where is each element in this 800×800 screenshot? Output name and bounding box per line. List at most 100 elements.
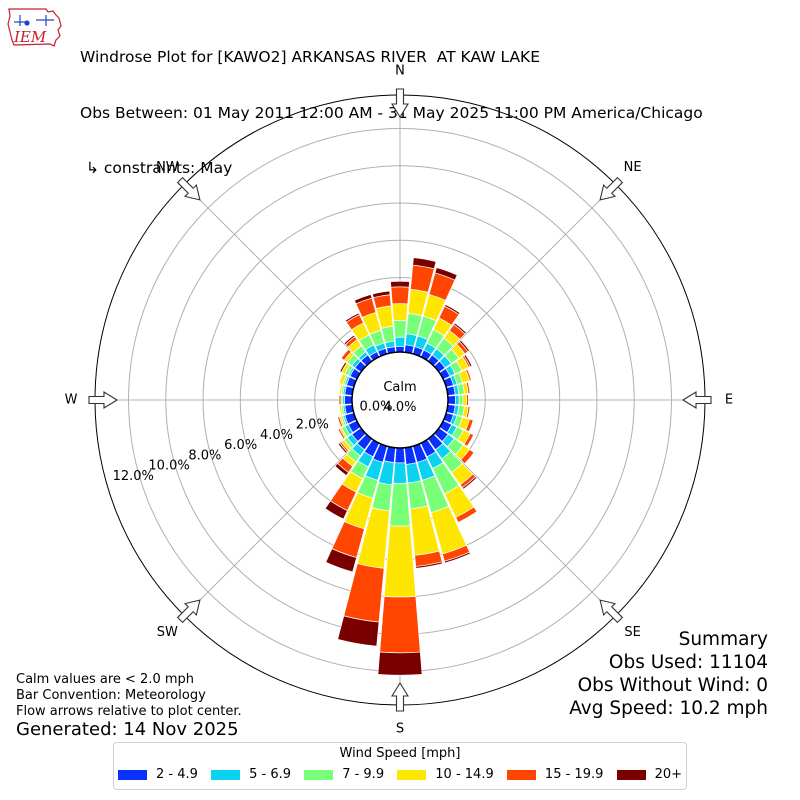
windrose-bar-segment	[392, 462, 408, 484]
legend-label: 20+	[654, 767, 682, 782]
windrose-bar-segment	[458, 394, 464, 406]
windrose-bar-segment	[434, 267, 458, 281]
legend-swatch	[506, 769, 536, 780]
windrose-bar-segment	[453, 322, 467, 335]
windrose-bar-segment	[338, 373, 347, 385]
legend-item: 10 - 14.9	[397, 767, 494, 782]
grid-spoke	[183, 183, 367, 367]
windrose-bar-segment	[391, 303, 409, 321]
windrose-bar-segment	[462, 394, 467, 406]
windrose-bar-segment	[465, 406, 471, 419]
legend-swatch	[118, 769, 147, 780]
legend-swatch	[304, 769, 334, 780]
legend-label: 7 - 9.9	[342, 767, 385, 782]
windrose-bar-segment	[344, 395, 353, 405]
chart-title-block: Windrose Plot for [KAWO2] ARKANSAS RIVER…	[80, 11, 703, 196]
legend: Wind Speed [mph] 2 - 4.9 5 - 6.9 7 - 9.9…	[113, 742, 687, 790]
compass-label: E	[725, 393, 733, 408]
windrose-bars	[324, 257, 478, 676]
grid-spoke	[183, 433, 367, 617]
windrose-bar-segment	[465, 381, 471, 394]
legend-swatch	[211, 769, 241, 780]
legend-label: 10 - 14.9	[435, 767, 494, 782]
windrose-bar-segment	[460, 448, 475, 465]
legend-item: 20+	[616, 767, 682, 782]
windrose-bar-segment	[353, 294, 373, 305]
legend-label: 15 - 19.9	[544, 767, 604, 782]
windrose-bar-segment	[455, 506, 478, 523]
legend-item: 7 - 9.9	[304, 767, 384, 782]
compass-label: W	[65, 393, 78, 408]
compass-label: SW	[157, 625, 178, 640]
generated-date: Generated: 14 Nov 2025	[16, 719, 239, 740]
calm-value-label: 4.0%	[383, 400, 416, 415]
windrose-bar-segment	[394, 447, 406, 464]
windrose-bar-segment	[461, 476, 478, 490]
chart-date-range: Obs Between: 01 May 2011 12:00 AM - 31 M…	[80, 103, 703, 122]
windrose-bar-segment	[379, 595, 421, 654]
flow-arrow	[599, 599, 624, 624]
windrose-bar-segment	[390, 280, 410, 288]
windrose-bar-segment	[444, 304, 461, 315]
windrose-bar-segment	[465, 418, 474, 433]
windrose-bar-segment	[337, 615, 380, 647]
summary-obs-used: Obs Used: 11104	[608, 652, 768, 673]
windrose-bar-segment	[334, 462, 349, 477]
radial-tick-label: 6.0%	[224, 438, 257, 453]
summary-heading: Summary	[678, 629, 768, 650]
polar-labels: NNEESESSWWNW0.0%2.0%4.0%6.0%8.0%10.0%12.…	[65, 64, 734, 737]
radial-tick-label: 8.0%	[188, 448, 221, 463]
radial-tick-label: 0.0%	[359, 399, 392, 414]
compass-label: NE	[624, 160, 642, 175]
windrose-bar-segment	[338, 384, 344, 395]
grid-spoke	[433, 433, 617, 617]
summary-obs-without-wind: Obs Without Wind: 0	[577, 675, 768, 696]
windrose-bar-segment	[389, 482, 411, 527]
windrose-bar-segment	[343, 563, 385, 623]
flow-arrow	[391, 88, 409, 119]
calm-circle	[351, 351, 449, 449]
windrose-bar-segment	[447, 395, 456, 405]
windrose-bar-segment	[338, 405, 344, 416]
logo-text: IEM	[13, 28, 47, 46]
flow-arrow	[176, 599, 201, 624]
legend-label: 5 - 6.9	[249, 767, 291, 782]
flow-arrow	[88, 391, 119, 409]
flow-arrow	[391, 681, 409, 712]
windrose-bar-segment	[454, 394, 460, 406]
windrose-bar-segment	[338, 394, 342, 406]
windrose-bar-segment	[415, 561, 444, 569]
flow-arrows	[88, 88, 712, 712]
legend-items: 2 - 4.9 5 - 6.9 7 - 9.9 10 - 14.9 15 - 1…	[118, 767, 682, 782]
flow-arrow	[681, 391, 712, 409]
windrose-bar-segment	[371, 290, 391, 299]
windrose-bar-segment	[337, 428, 346, 440]
calm-label: Calm	[383, 380, 416, 395]
flow-arrows-note: Flow arrows relative to plot center.	[16, 704, 242, 719]
chart-title: Windrose Plot for [KAWO2] ARKANSAS RIVER…	[80, 48, 541, 66]
radial-tick-label: 4.0%	[260, 428, 293, 443]
compass-label: S	[396, 722, 404, 737]
windrose-bar-segment	[337, 416, 344, 428]
windrose-bar-segment	[463, 432, 475, 447]
windrose-bar-segment	[458, 339, 470, 353]
iem-logo: IEM	[6, 6, 64, 50]
compass-label: NW	[156, 160, 179, 175]
legend-swatch	[397, 769, 427, 780]
legend-item: 15 - 19.9	[506, 767, 604, 782]
windrose-bar-segment	[340, 348, 352, 361]
radial-tick-label: 10.0%	[148, 459, 189, 474]
legend-item: 5 - 6.9	[211, 767, 291, 782]
windrose-bar-segment	[325, 548, 358, 573]
windrose-bar-segment	[443, 551, 471, 564]
calm-note: Calm values are < 2.0 mph	[16, 672, 195, 687]
bar-convention-note: Bar Convention: Meteorology	[16, 688, 206, 703]
windrose-bar-segment	[390, 286, 410, 305]
radial-tick-label: 12.0%	[113, 469, 154, 484]
legend-swatch	[616, 769, 646, 780]
windrose-bar-segment	[343, 334, 356, 346]
notes-block: Calm values are < 2.0 mph Bar Convention…	[16, 672, 242, 720]
chart-constraints: ↳ constraints: May	[86, 159, 233, 177]
legend-item: 2 - 4.9	[118, 767, 198, 782]
summary-block: Summary Obs Used: 11104 Obs Without Wind…	[569, 628, 768, 720]
